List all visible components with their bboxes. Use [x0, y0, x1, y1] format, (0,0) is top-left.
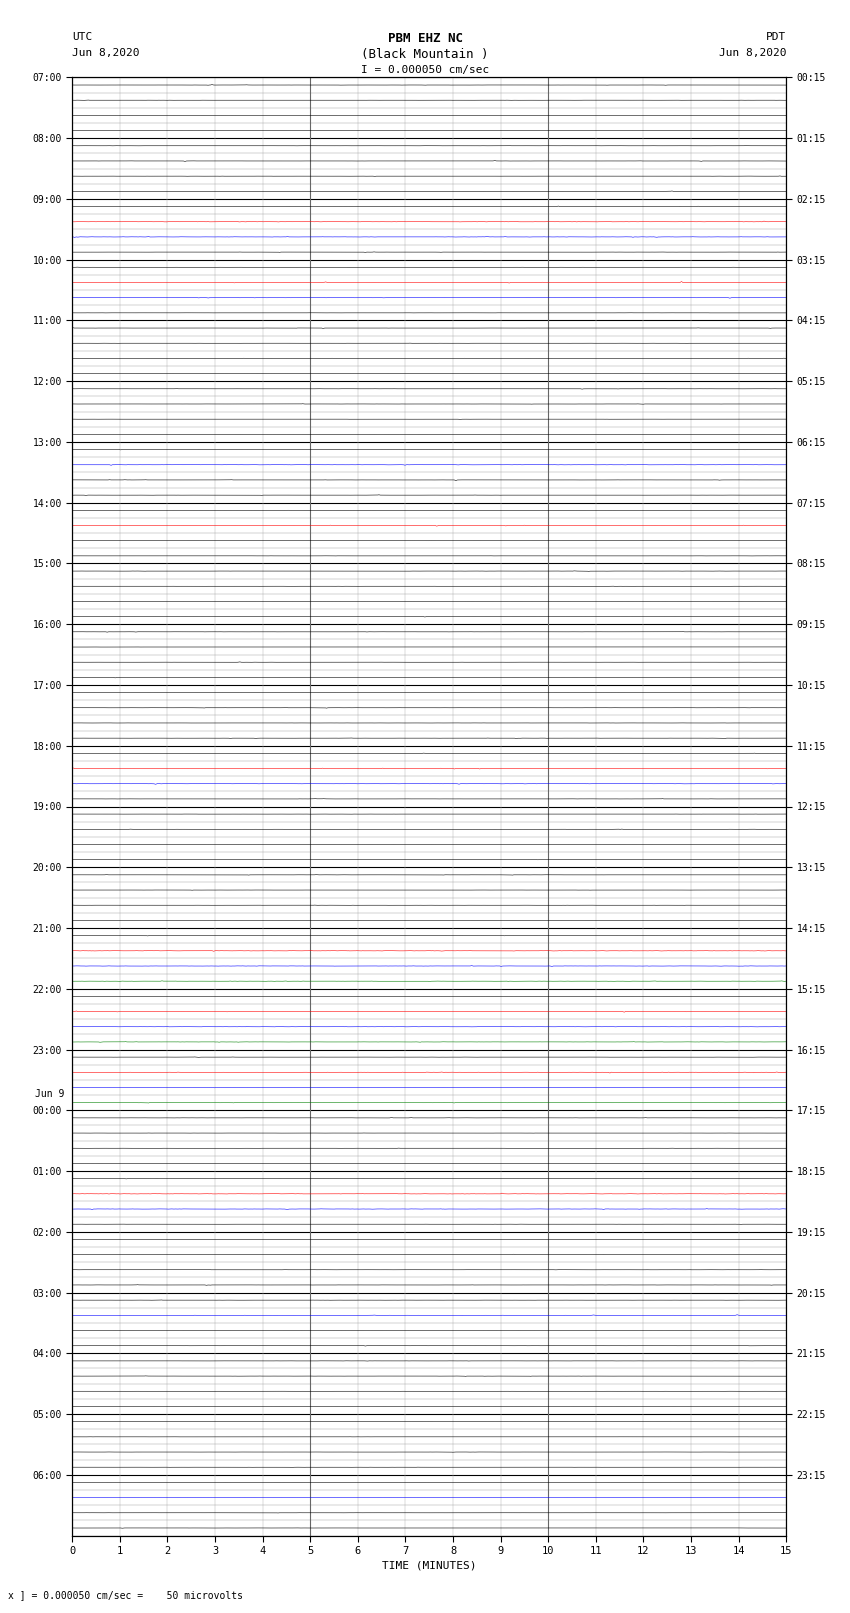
Text: (Black Mountain ): (Black Mountain ): [361, 48, 489, 61]
Text: UTC: UTC: [72, 32, 93, 42]
Text: I = 0.000050 cm/sec: I = 0.000050 cm/sec: [361, 65, 489, 74]
Text: PDT: PDT: [766, 32, 786, 42]
Text: x ] = 0.000050 cm/sec =    50 microvolts: x ] = 0.000050 cm/sec = 50 microvolts: [8, 1590, 243, 1600]
Text: PBM EHZ NC: PBM EHZ NC: [388, 32, 462, 45]
X-axis label: TIME (MINUTES): TIME (MINUTES): [382, 1560, 477, 1569]
Text: Jun 8,2020: Jun 8,2020: [719, 48, 786, 58]
Text: Jun 8,2020: Jun 8,2020: [72, 48, 139, 58]
Text: Jun 9: Jun 9: [35, 1089, 65, 1098]
